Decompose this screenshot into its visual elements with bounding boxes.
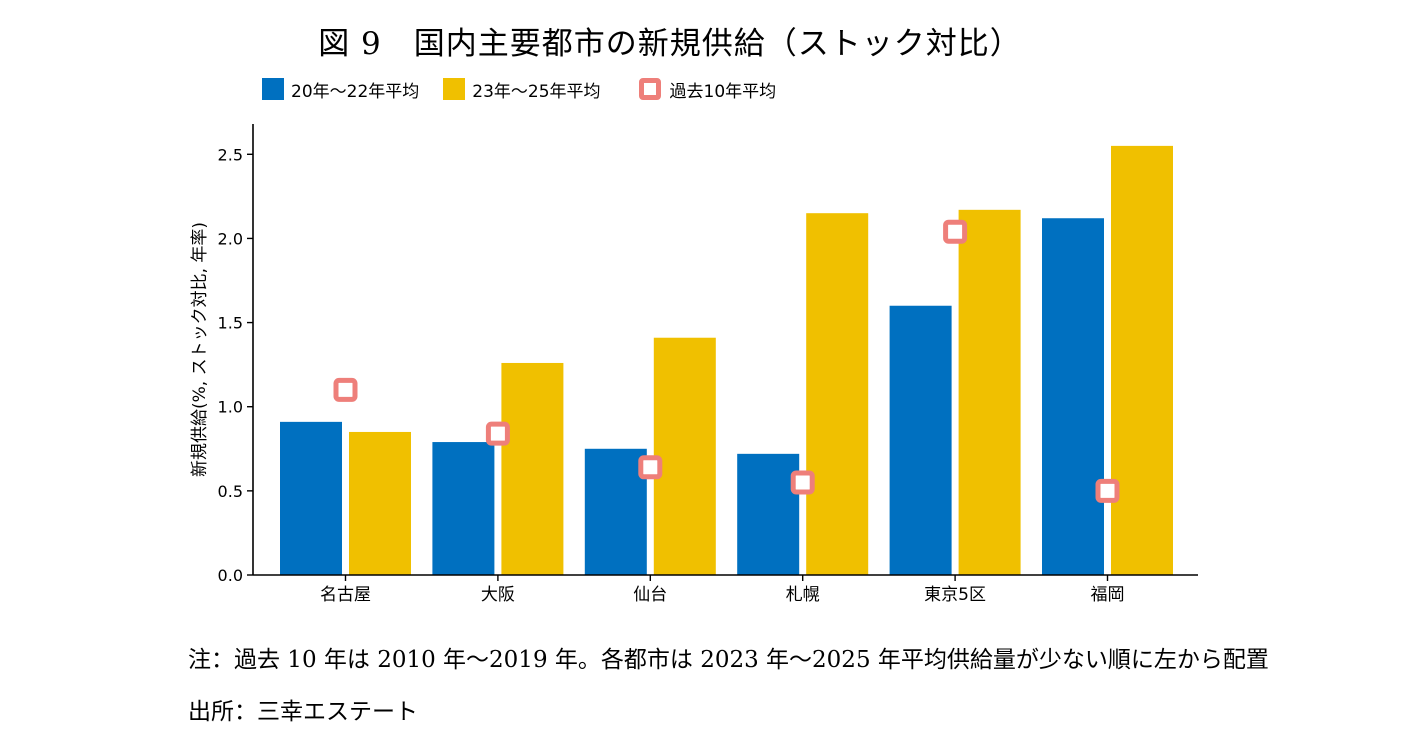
legend: 20年〜22年平均 23年〜25年平均 過去10年平均 [262,76,800,102]
figure-title: 図 9 国内主要都市の新規供給（ストック対比） [318,26,1022,62]
legend-label-series1: 20年〜22年平均 [291,81,420,102]
y-tick-label-2: 1.0 [218,398,243,417]
y-tick-label-0: 0.0 [218,566,243,585]
legend-label-series2: 23年〜25年平均 [472,81,601,102]
y-axis-label: 新規供給(%, ストック対比, 年率) [190,222,210,477]
x-tick-label-3: 札幌 [786,585,820,605]
y-tick-label-1: 0.5 [218,482,243,501]
bar-2-2 [653,337,716,575]
marker-5 [1095,478,1120,503]
marker-0 [333,377,358,402]
marker-3 [790,470,815,495]
bar-1-4 [889,305,952,575]
bar-1-1 [432,442,495,575]
bar-2-0 [349,431,411,575]
marker-2 [638,455,663,480]
x-tick-label-5: 福岡 [1091,585,1125,605]
bar-1-5 [1042,218,1104,575]
x-tick-label-4: 東京5区 [924,585,986,605]
bar-1-0 [280,421,342,575]
y-tick-label-3: 1.5 [218,314,243,333]
bar-1-3 [737,453,800,575]
figure-note: 注：過去 10 年は 2010 年〜2019 年。各都市は 2023 年〜202… [188,647,1269,673]
x-tick-label-0: 名古屋 [320,585,371,605]
legend-item-series3: 過去10年平均 [625,77,777,102]
legend-item-series1: 20年〜22年平均 [262,77,419,102]
y-tick-label-5: 2.5 [218,145,243,164]
figure-source: 出所：三幸エステート [188,699,418,725]
bar-2-5 [1111,145,1173,575]
bar-1-2 [584,448,647,575]
bar-2-1 [501,362,564,575]
y-tick-label-4: 2.0 [218,229,243,248]
legend-marker-series3 [638,78,661,100]
legend-label-series3: 過去10年平均 [669,81,777,102]
bar-2-4 [958,209,1021,575]
marker-1 [485,421,510,446]
marker-4 [943,219,968,244]
x-tick-label-2: 仙台 [633,585,667,605]
legend-swatch-series2 [443,78,466,100]
legend-item-series2: 23年〜25年平均 [443,77,601,102]
legend-swatch-series1 [262,78,284,100]
bar-2-3 [806,213,869,575]
x-tick-label-1: 大阪 [481,585,515,605]
